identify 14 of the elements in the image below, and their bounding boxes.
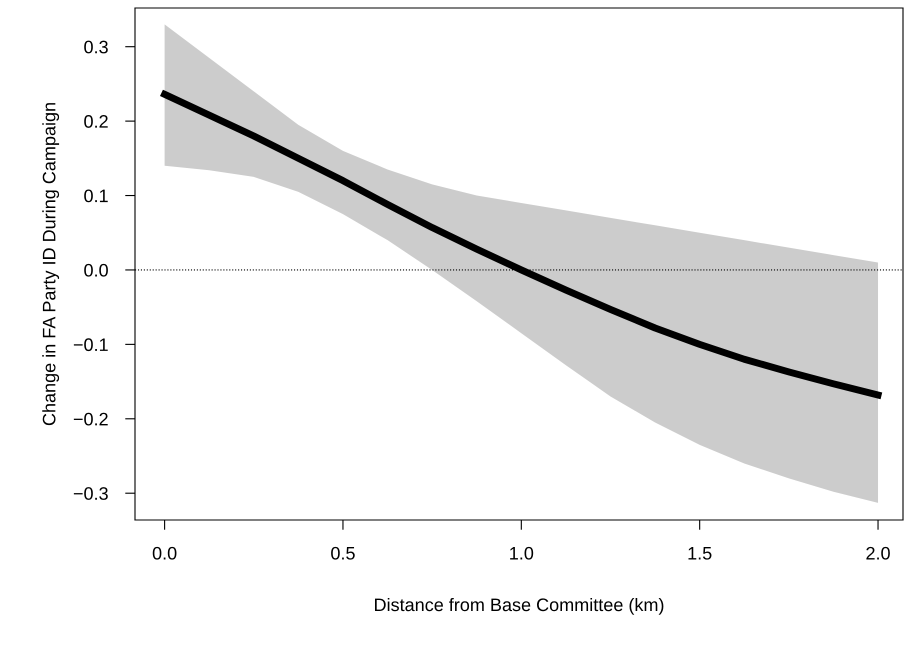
y-tick-label: 0.3: [84, 40, 108, 54]
y-tick-label: 0.2: [84, 115, 108, 128]
y-tick-label: −0.1: [74, 338, 108, 352]
x-tick-label: 1.0: [510, 546, 534, 560]
x-tick-label: 2.0: [866, 546, 890, 560]
y-tick-label: 0.0: [84, 264, 108, 277]
x-tick-label: 0.5: [331, 546, 355, 560]
x-tick-label: 0.0: [152, 546, 176, 560]
y-tick-label: 0.1: [84, 189, 108, 202]
x-tick-label: 1.5: [688, 547, 712, 560]
x-axis-title: Distance from Base Committee (km): [375, 598, 664, 615]
y-tick-label: −0.3: [74, 487, 108, 500]
y-tick-label: −0.2: [74, 412, 108, 426]
y-axis-title: Change in FA Party ID During Campaign: [42, 103, 60, 426]
